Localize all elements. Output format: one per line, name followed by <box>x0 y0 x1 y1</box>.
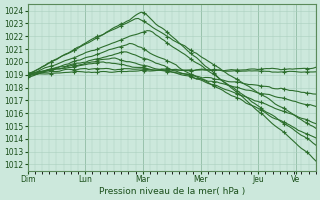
X-axis label: Pression niveau de la mer( hPa ): Pression niveau de la mer( hPa ) <box>99 187 245 196</box>
